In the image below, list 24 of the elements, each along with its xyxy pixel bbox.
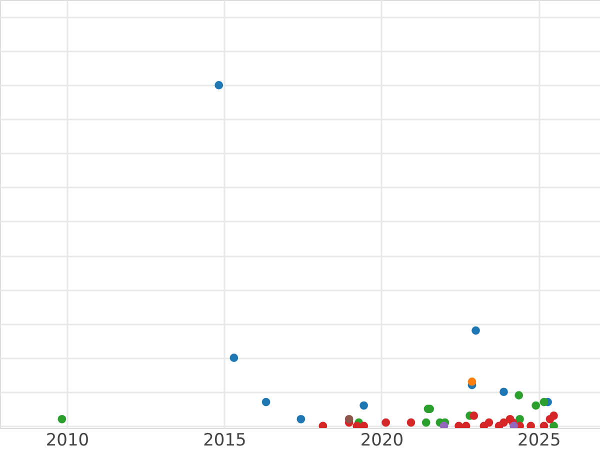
point [382,418,390,427]
point [472,326,480,335]
point [360,401,368,410]
point [422,418,430,427]
point [468,377,476,386]
x-tick-label: 2010 [46,430,90,450]
point [296,414,306,424]
point [214,81,224,90]
point [230,354,238,362]
point [406,418,416,427]
x-tick-label: 2025 [518,430,561,450]
point [470,412,478,420]
x-tick-label: 2015 [203,430,246,450]
point [344,414,354,424]
point [540,398,548,406]
point [500,388,508,396]
point [58,414,66,424]
point [500,418,508,427]
point [262,398,270,406]
x-tick-label: 2020 [360,430,404,450]
point [532,401,540,410]
point [550,412,558,420]
point [514,391,524,400]
point [484,418,494,427]
